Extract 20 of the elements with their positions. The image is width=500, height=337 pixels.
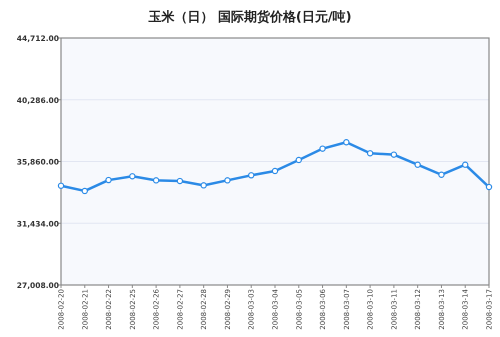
chart-title: 玉米（日） 国际期货价格(日元/吨) <box>147 9 352 25</box>
point <box>224 177 231 184</box>
point <box>200 182 207 189</box>
point <box>82 188 88 194</box>
point <box>462 162 468 168</box>
point <box>272 168 278 174</box>
point <box>343 139 350 146</box>
point <box>319 145 326 152</box>
point <box>414 162 421 168</box>
point <box>248 172 254 179</box>
point <box>129 173 136 180</box>
point <box>176 178 184 184</box>
point <box>486 184 492 190</box>
point <box>105 176 112 184</box>
point <box>390 151 398 158</box>
point <box>438 172 445 178</box>
point <box>58 182 64 189</box>
point <box>296 156 302 164</box>
point <box>152 177 160 184</box>
point <box>366 150 374 156</box>
